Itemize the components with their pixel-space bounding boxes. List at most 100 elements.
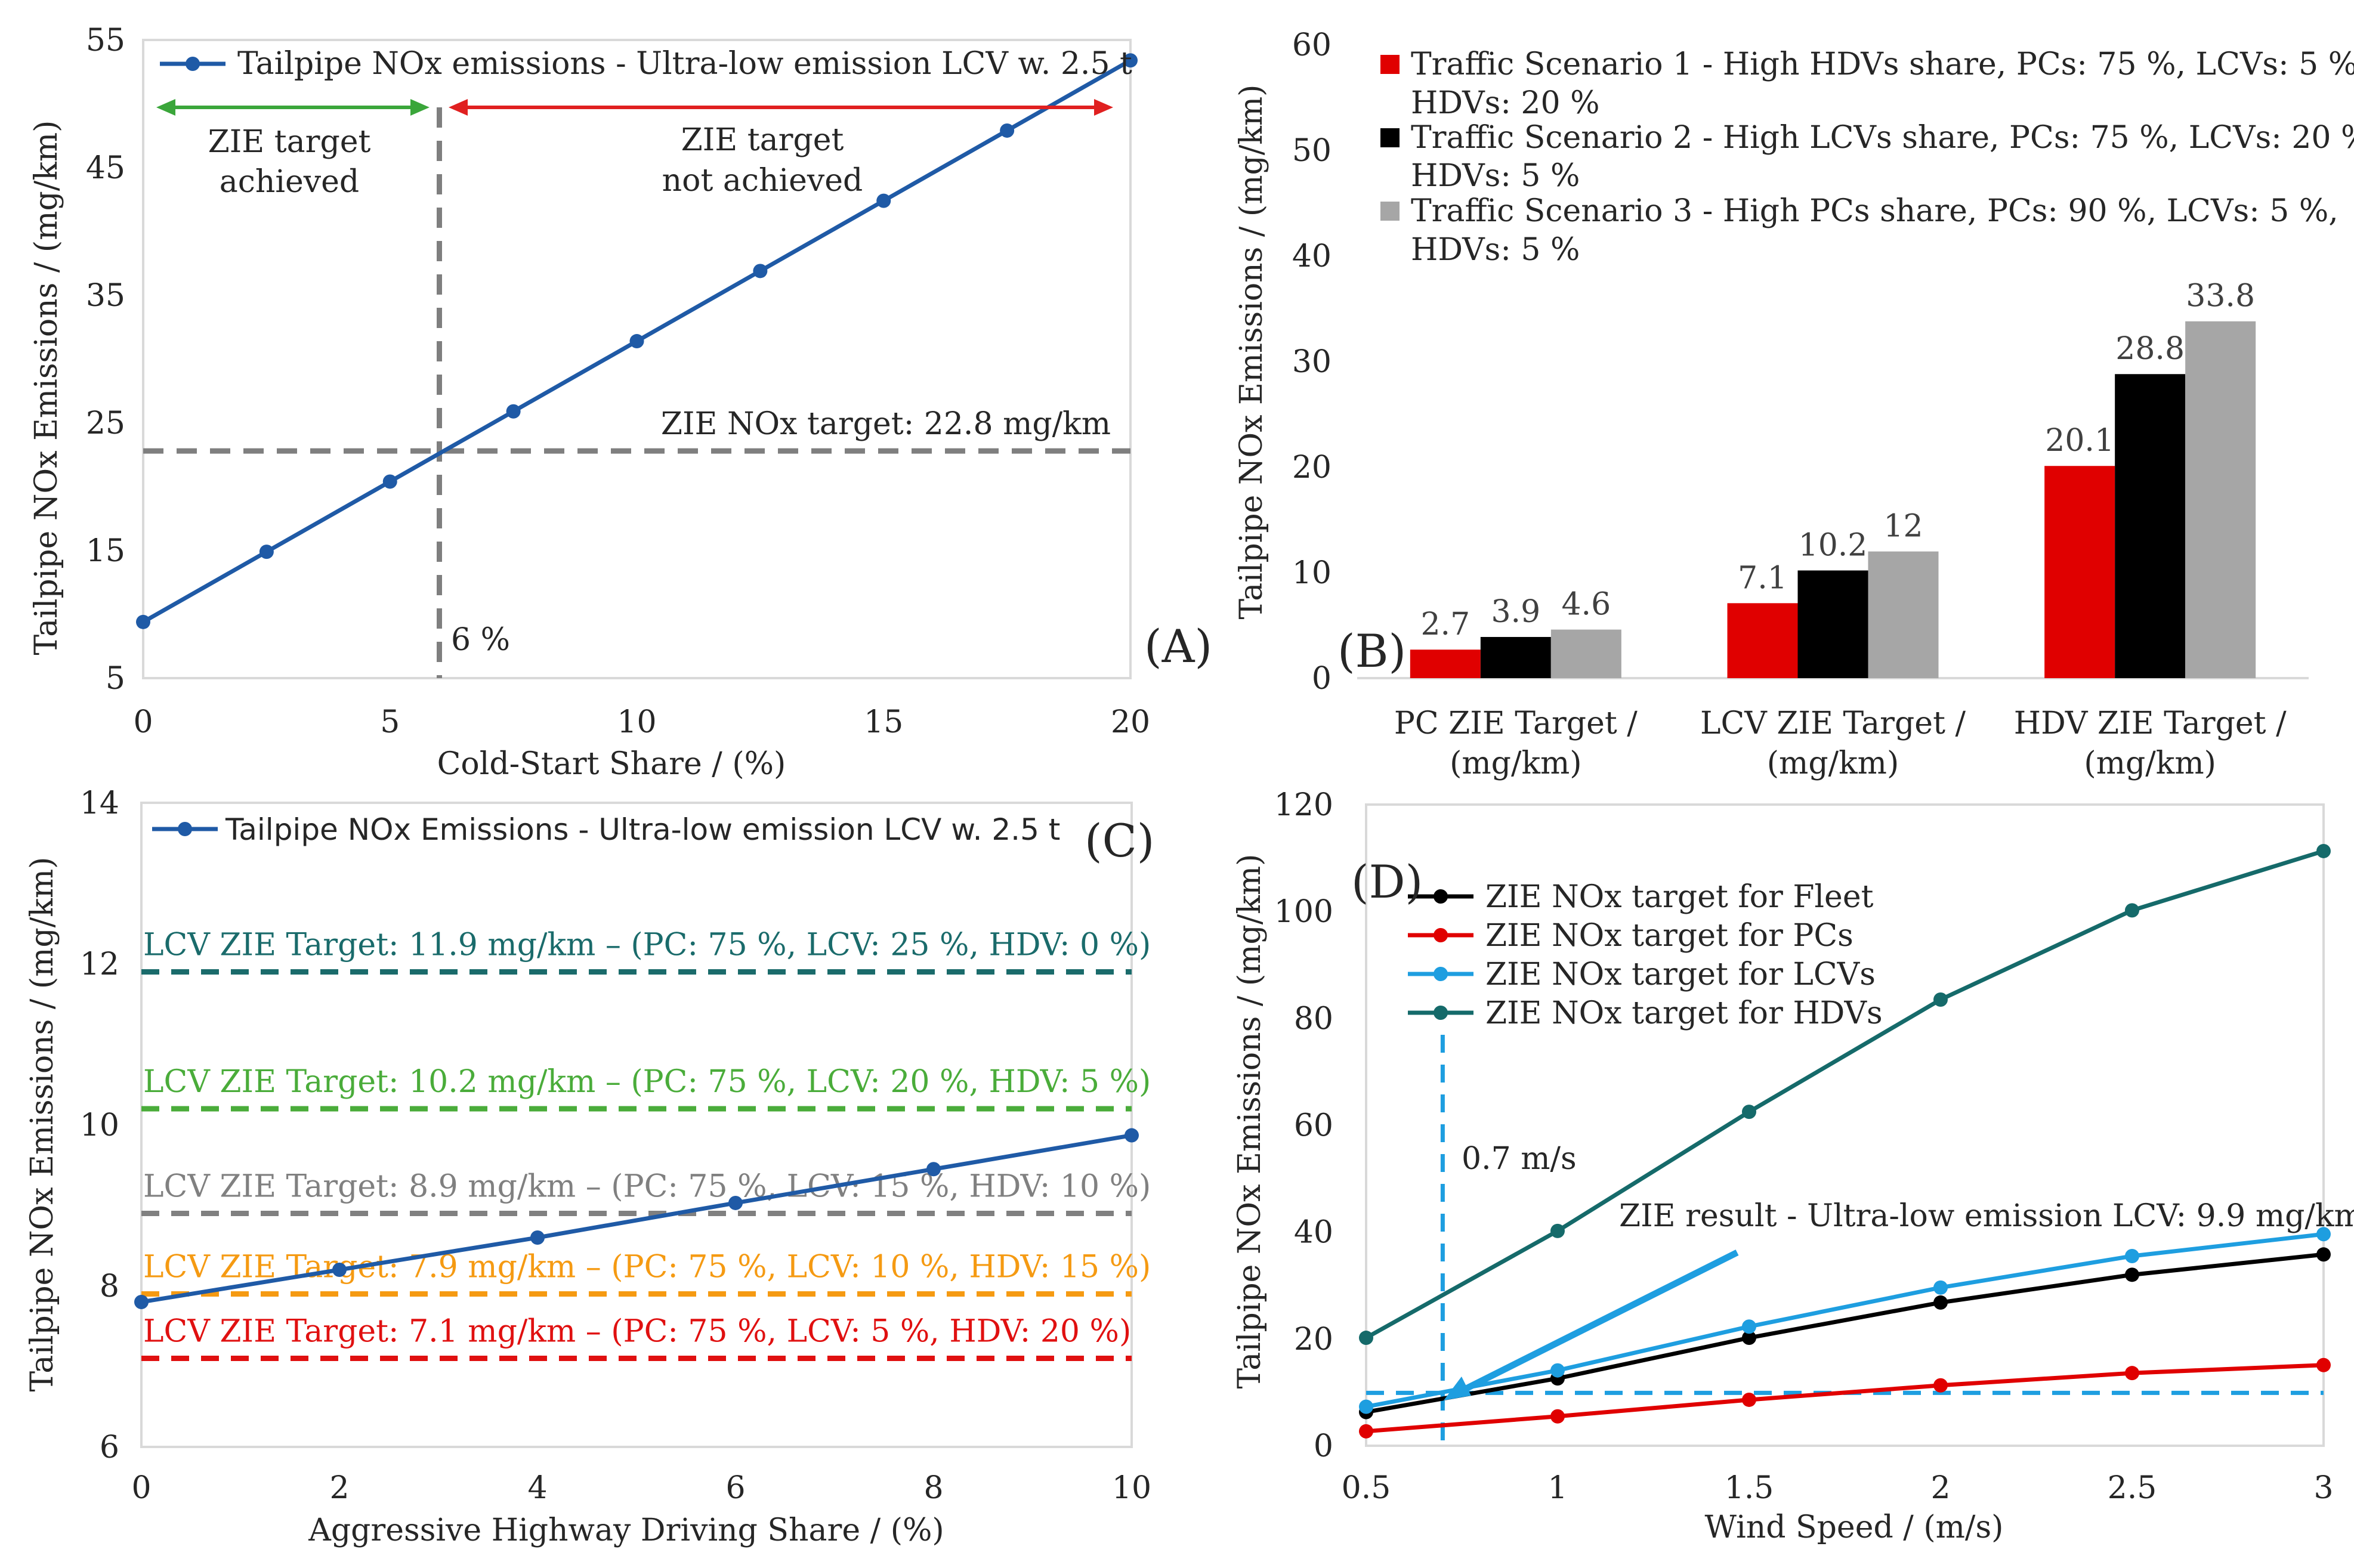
panel-a-data-point — [876, 193, 891, 208]
panel-a-x-tick-label: 5 — [380, 704, 400, 740]
panel-d-y-tick-label: 40 — [1294, 1215, 1333, 1251]
panel-b-data-label: 20.1 — [2045, 423, 2114, 459]
panel-b-data-label: 10.2 — [1799, 527, 1868, 563]
panel-c-y-tick-label: 6 — [100, 1430, 119, 1465]
panel-c-target-label: LCV ZIE Target: 10.2 mg/km – (PC: 75 %, … — [143, 1064, 1151, 1100]
panel-a-y-tick-label: 15 — [86, 533, 125, 569]
panel-c-target-label: LCV ZIE Target: 7.9 mg/km – (PC: 75 %, L… — [143, 1250, 1151, 1285]
panel-b-data-label: 2.7 — [1420, 607, 1470, 642]
panel-c: 0 2 4 6 8 10 6 8 10 12 14 LCV ZIE Target: 11.9 mg/… — [24, 785, 1154, 1548]
panel-a-legend-label: Tailpipe NOx emissions - Ultra-low emiss… — [237, 46, 1132, 82]
panel-b-bar — [2044, 466, 2115, 678]
panel-d-y-tick-label: 100 — [1274, 894, 1333, 930]
panel-b-y-tick-label: 30 — [1292, 344, 1332, 380]
panel-a-y-tick-label: 25 — [86, 406, 125, 441]
panel-b-bar — [1410, 650, 1481, 678]
panel-b-data-label: 4.6 — [1561, 587, 1611, 623]
panel-d-y-tick-label: 80 — [1294, 1001, 1333, 1037]
panel-a-label: (A) — [1144, 620, 1212, 673]
panel-d-data-point — [1933, 1295, 1948, 1310]
panel-d-data-point — [1550, 1223, 1565, 1238]
panel-b-bar — [2185, 321, 2256, 678]
panel-d-data-point — [1742, 1392, 1756, 1407]
panel-d-data-point — [1359, 1424, 1373, 1439]
panel-c-targets: LCV ZIE Target: 11.9 mg/km – (PC: 75 %, … — [141, 927, 1151, 1361]
panel-b-legend-3-line-1: Traffic Scenario 3 - High PCs share, PCs… — [1411, 193, 2338, 229]
panel-d-data-point — [2316, 1247, 2331, 1262]
panel-c-legend-marker — [178, 822, 192, 836]
panel-a-not-achieved-label-2: not achieved — [662, 163, 863, 199]
panel-d-legend-label-3: ZIE NOx target for LCVs — [1485, 957, 1876, 992]
panel-d-data-point — [1933, 1378, 1948, 1393]
panel-c-data-point — [332, 1263, 347, 1277]
panel-d-y-tick-label: 0 — [1314, 1428, 1333, 1464]
panel-d-data-point — [2316, 1357, 2331, 1372]
panel-c-data-point — [134, 1295, 149, 1309]
panel-d-legend-marker-3 — [1434, 967, 1448, 981]
panel-d-series-line — [1366, 1252, 2324, 1415]
panel-c-data-point — [1125, 1128, 1139, 1143]
panel-d-result-arrowhead — [1444, 1377, 1471, 1400]
panel-c-series-line — [141, 1133, 1132, 1304]
panel-d-x-tick-label: 1 — [1547, 1470, 1567, 1506]
panel-c-data-point — [728, 1195, 743, 1210]
panel-b-y-tick-label: 20 — [1292, 450, 1332, 485]
panel-b-category-label-line-2: (mg/km) — [1450, 746, 1582, 781]
panel-b-label: (B) — [1337, 624, 1406, 678]
panel-a-not-achieved-arrowhead-left — [449, 99, 468, 116]
panel-b-legend-2-line-1: Traffic Scenario 2 - High LCVs share, PC… — [1411, 120, 2354, 156]
panel-d-data-point — [1933, 992, 1948, 1007]
panel-d-y-axis-title: Tailpipe NOx Emissions / (mg/km) — [1232, 854, 1268, 1389]
panel-a-x-tick-label: 20 — [1111, 704, 1150, 740]
panel-b-bar — [1480, 636, 1551, 678]
panel-d-data-point — [1359, 1331, 1373, 1346]
panel-c-y-tick-label: 8 — [100, 1269, 119, 1304]
panel-d-data-point — [1742, 1319, 1756, 1334]
panel-c-y-tick-label: 10 — [80, 1108, 119, 1143]
panel-a-achieved-arrowhead-left — [156, 99, 175, 116]
panel-b-category-label-line-2: (mg/km) — [1767, 746, 1899, 781]
panel-d-series-line — [1365, 849, 2325, 1340]
panel-c-target-label: LCV ZIE Target: 11.9 mg/km – (PC: 75 %, … — [143, 927, 1151, 963]
panel-a-plot-frame — [142, 39, 1132, 679]
panel-a-legend-marker — [186, 57, 200, 71]
panel-b-ticks: 0 10 20 30 40 50 60 PC ZIE Target / (mg/km) LCV Z… — [1292, 27, 2287, 781]
panel-c-x-tick-label: 8 — [923, 1470, 943, 1506]
panel-a-achieved-arrowhead-right — [410, 99, 430, 116]
panel-c-plot-frame — [140, 802, 1133, 1448]
panel-d-y-tick-label: 120 — [1274, 787, 1333, 823]
panel-d-x-axis-title: Wind Speed / (m/s) — [1705, 1510, 2004, 1545]
panel-b-bar — [1797, 570, 1868, 678]
panel-d-series-line — [1366, 1232, 2324, 1409]
panel-a-data-point — [259, 545, 274, 559]
panel-d-ticks: 0.5 1 1.5 2 2.5 3 0 20 40 60 80 100 120 — [1274, 787, 2334, 1506]
panel-d-series-line — [1366, 1363, 2324, 1434]
panel-a-data-point — [136, 614, 150, 629]
panel-b-y-axis-title: Tailpipe NOx Emissions / (mg/km) — [1234, 85, 1269, 620]
panel-a-y-axis-title: Tailpipe NOx Emissions / (mg/km) — [29, 120, 64, 655]
panel-b-data-label: 33.8 — [2186, 279, 2255, 314]
panel-b-category-label-line-1: LCV ZIE Target / — [1700, 706, 1966, 741]
panel-b-bar — [1550, 629, 1621, 678]
panel-d-plot-frame — [1365, 803, 2325, 1447]
panel-c-label: (C) — [1085, 814, 1154, 867]
panel-a-x-tick-label: 0 — [133, 704, 153, 740]
panel-d-data-point — [2125, 1366, 2139, 1381]
panel-d-data-point — [2316, 843, 2331, 858]
panel-d-x-tick-label: 3 — [2313, 1470, 2333, 1506]
panel-a-achieved-label-1: ZIE target — [208, 124, 371, 160]
panel-d-legend-label-2: ZIE NOx target for PCs — [1485, 918, 1853, 954]
panel-d-legend-marker-4 — [1434, 1006, 1448, 1020]
panel-d-data-point — [1742, 1331, 1756, 1346]
panel-b-y-tick-label: 10 — [1292, 555, 1332, 591]
panel-d-result-label: ZIE result - Ultra-low emission LCV: 9.9… — [1619, 1198, 2354, 1234]
panel-b-data-label: 3.9 — [1491, 594, 1540, 630]
panel-a-y-tick-label: 55 — [86, 23, 125, 58]
panel-a-data-point — [1123, 53, 1138, 68]
panel-c-x-tick-label: 2 — [329, 1470, 349, 1506]
panel-a-y-tick-label: 35 — [86, 278, 125, 314]
panel-d-legend-marker-1 — [1434, 889, 1448, 904]
panel-c-legend-label: Tailpipe NOx Emissions - Ultra-low emiss… — [225, 812, 1060, 847]
